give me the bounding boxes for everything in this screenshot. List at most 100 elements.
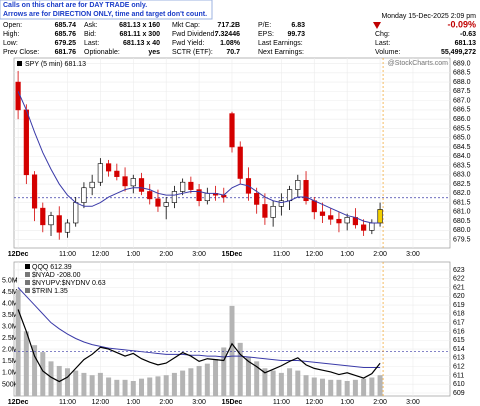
x-tick-label: 2:00 — [159, 399, 173, 406]
volume-bar — [245, 356, 251, 396]
candle-body — [361, 224, 367, 231]
volume-bar — [336, 379, 342, 396]
candle-body — [188, 181, 194, 190]
moving-average — [17, 287, 381, 369]
quote-value: 679.25 — [55, 40, 77, 47]
quote-value: 7.32446 — [215, 31, 240, 38]
volume-bar — [344, 380, 350, 396]
notice-text: Arrows are for DIRECTION ONLY, time and … — [3, 11, 207, 18]
volume-bar — [221, 347, 227, 396]
candle-body — [295, 180, 301, 190]
y-tick-label: 687.5 — [453, 88, 471, 95]
y-tick-label: 1.0M — [2, 370, 18, 377]
volume-bar — [278, 372, 284, 396]
quote-label: Mkt Cap: — [172, 22, 200, 29]
y-tick-label: 682.0 — [453, 190, 471, 197]
volume-bar — [155, 376, 161, 396]
y-tick-label: 500K — [2, 381, 19, 388]
candle-body — [319, 211, 326, 216]
candle-body — [81, 187, 87, 203]
candle-body — [40, 207, 46, 226]
volume-bar — [204, 363, 210, 396]
y2-tick-label: 612 — [453, 363, 465, 370]
y-tick-label: 684.5 — [453, 144, 471, 151]
y-tick-label: 688.5 — [453, 70, 471, 77]
volume-bar — [254, 361, 260, 396]
candle-body — [155, 198, 161, 207]
volume-bar — [229, 305, 235, 396]
candle-body — [270, 205, 276, 218]
y-tick-label: 1.5M — [2, 358, 18, 365]
volume-bar — [114, 379, 120, 396]
volume-bar — [97, 372, 103, 396]
y-tick-label: 689.0 — [453, 60, 471, 67]
quote-value: 681.13 x 40 — [123, 40, 160, 47]
quote-value: 685.74 — [55, 22, 77, 29]
y-tick-label: 681.0 — [453, 209, 471, 216]
volume-bar — [352, 379, 358, 396]
x-tick-label: 11:00 — [273, 251, 290, 258]
summary-label: Last: — [375, 40, 390, 47]
quote-label: Optionable: — [84, 49, 120, 56]
date-label: Monday 15-Dec-2025 2:09 pm — [381, 13, 476, 20]
candle-body — [336, 218, 342, 224]
candle-body — [56, 215, 62, 233]
notice-text: Calls on this chart are for DAY TRADE on… — [3, 2, 147, 9]
quote-label: Next Earnings: — [258, 49, 304, 56]
volume-bar — [311, 377, 317, 396]
candle-body — [237, 146, 243, 179]
candle-body — [147, 191, 153, 200]
candle-body — [180, 181, 186, 192]
candle-body — [138, 178, 145, 192]
quote-label: Prev Close: — [3, 49, 39, 56]
volume-bar — [48, 361, 54, 396]
volume-bar — [171, 372, 177, 396]
x-tick-label: 3:00 — [406, 251, 420, 258]
volume-bar — [303, 375, 309, 396]
volume-bar — [377, 375, 383, 396]
quote-label: Last Earnings: — [258, 40, 303, 47]
quote-label: Last: — [84, 40, 99, 47]
x-tick-label: 12:00 — [305, 251, 323, 258]
candle-body — [196, 189, 202, 202]
volume-bar — [237, 342, 243, 396]
quote-value: 6.83 — [291, 22, 305, 29]
x-tick-label: 11:00 — [59, 251, 76, 258]
candle-body — [106, 163, 112, 172]
volume-bar — [106, 377, 112, 396]
watermark: @StockCharts.com — [388, 60, 449, 67]
candle-body — [31, 174, 38, 209]
y2-tick-label: 611 — [453, 372, 464, 379]
x-tick-label: 11:00 — [59, 399, 76, 406]
volume-bar — [270, 370, 276, 396]
x-tick-label: 1:00 — [340, 399, 354, 406]
quote-label: Low: — [3, 40, 18, 47]
volume-bar — [328, 379, 334, 396]
legend-swatch — [25, 288, 30, 293]
y-tick-label: 3.5M — [2, 312, 18, 319]
y-tick-label: 684.0 — [453, 153, 471, 160]
volume-bar — [262, 368, 268, 396]
quote-label: Fwd Dividend: — [172, 31, 216, 38]
y2-tick-label: 623 — [453, 267, 465, 274]
summary-label: Chg: — [375, 31, 390, 38]
volume-bar — [295, 370, 301, 396]
candle-body — [303, 180, 309, 202]
y-tick-label: 686.5 — [453, 107, 471, 114]
y2-tick-label: 610 — [453, 381, 465, 388]
candle-body — [89, 181, 95, 189]
x-tick-label: 2:00 — [373, 251, 387, 258]
candle-body — [64, 222, 71, 233]
quote-value: 70.7 — [226, 49, 240, 56]
quote-value: 99.73 — [287, 31, 305, 38]
summary-value: 55,499,272 — [441, 49, 476, 56]
quote-label: P/E: — [258, 22, 271, 29]
legend-swatch — [25, 280, 30, 285]
volume-bar — [81, 372, 87, 396]
quote-label: High: — [3, 31, 19, 38]
candle-body — [130, 178, 136, 187]
candle-body — [97, 163, 103, 183]
x-tick-label: 12:00 — [305, 399, 323, 406]
y-tick-label: 4.0M — [2, 300, 18, 307]
